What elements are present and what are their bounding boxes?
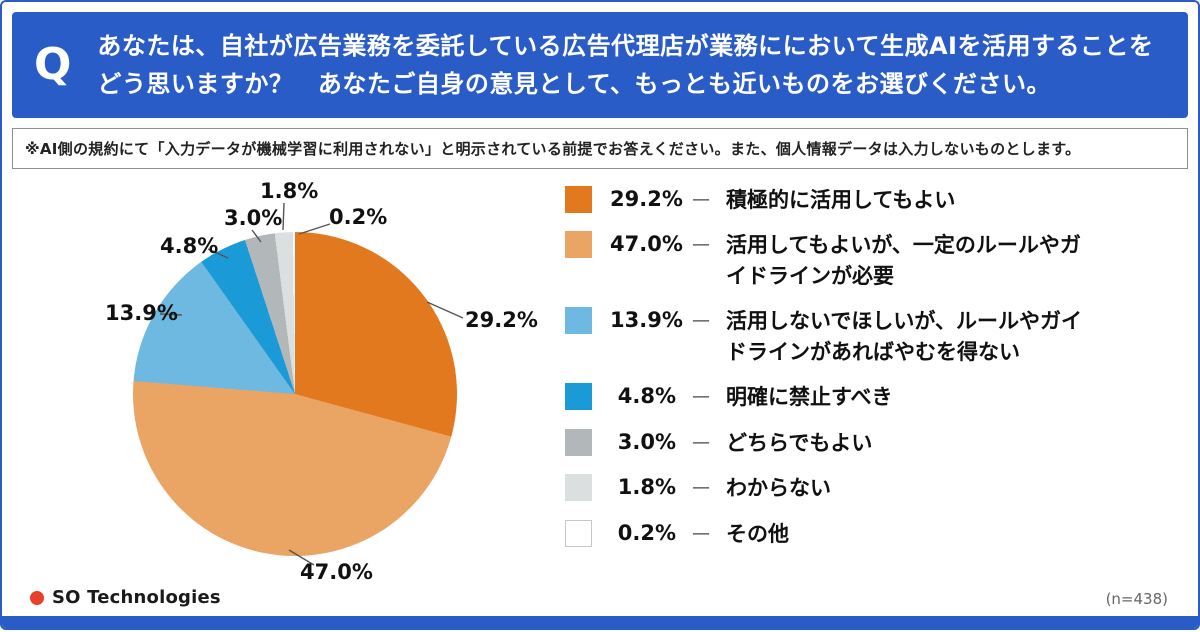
- pie-slice-label: 29.2%: [465, 308, 538, 332]
- legend-label: 明確に禁止すべき: [726, 385, 893, 410]
- pie-slice-label: 13.9%: [105, 301, 178, 325]
- disclaimer-note: ※AI側の規約にて「入力データが機械学習に利用されない」と明示されている前提でお…: [12, 128, 1188, 169]
- legend-row: 29.2% — 積極的に活用してもよい: [565, 185, 1175, 215]
- legend-swatch: [565, 519, 592, 547]
- legend-percent: 1.8%: [617, 475, 676, 500]
- legend-percent: 3.0%: [617, 429, 676, 454]
- leader-line: [282, 202, 285, 231]
- question-text: あなたは、自社が広告業務を委託している広告代理店が業務ににおいて生成AIを活用す…: [97, 31, 1154, 98]
- legend-row: 3.0% — どちらでもよい: [565, 428, 1175, 458]
- legend-dash: —: [692, 189, 710, 210]
- pie-slice-label: 0.2%: [329, 205, 388, 229]
- question-icon: Q: [34, 39, 72, 90]
- brand-name: SO Technologies: [52, 587, 221, 608]
- pie-chart: [133, 232, 457, 556]
- legend-label: その他: [726, 521, 789, 546]
- question-header: Q あなたは、自社が広告業務を委託している広告代理店が業務ににおいて生成AIを活…: [12, 12, 1188, 118]
- legend-dash: —: [692, 234, 710, 256]
- legend-swatch: [565, 383, 592, 411]
- brand-logo: SO Technologies: [30, 587, 221, 608]
- pie-slice-label: 47.0%: [300, 560, 373, 584]
- legend-percent: 4.8%: [617, 384, 676, 409]
- legend-percent: 47.0%: [610, 232, 683, 257]
- legend-dash: —: [692, 522, 710, 544]
- legend-row: 13.9% — 活用しないでほしいが、ルールやガイドラインがあればやむを得ない: [565, 306, 1175, 367]
- legend-label: 積極的に活用してもよい: [726, 188, 956, 212]
- legend-swatch: [565, 231, 592, 259]
- bottom-accent-bar: [2, 616, 1198, 628]
- legend-row: 4.8% — 明確に禁止すべき: [565, 382, 1175, 412]
- pie-slice-label: 1.8%: [260, 179, 319, 203]
- legend-label: 活用してもよいが、一定のルールやガイドラインが必要: [726, 233, 1081, 288]
- legend-percent: 0.2%: [617, 520, 676, 545]
- legend-label: わからない: [726, 476, 831, 501]
- legend-dash: —: [692, 477, 710, 499]
- legend-dash: —: [692, 310, 710, 332]
- pie-slice-label: 4.8%: [160, 234, 219, 258]
- legend-label: 活用しないでほしいが、ルールやガイドラインがあればやむを得ない: [726, 309, 1082, 364]
- legend-percent: 29.2%: [610, 187, 683, 211]
- legend-row: 1.8% — わからない: [565, 473, 1175, 503]
- legend-swatch: [565, 186, 592, 213]
- legend-row: 0.2% — その他: [565, 519, 1175, 549]
- legend-percent: 13.9%: [610, 308, 683, 333]
- legend-row: 47.0% — 活用してもよいが、一定のルールやガイドラインが必要: [565, 230, 1175, 291]
- legend-swatch: [565, 428, 592, 456]
- chart-legend: 29.2% — 積極的に活用してもよい 47.0% — 活用してもよいが、一定の…: [565, 185, 1175, 549]
- legend-swatch: [565, 307, 592, 335]
- legend-swatch: [565, 474, 592, 502]
- pie-slice-label: 3.0%: [224, 206, 283, 230]
- legend-label: どちらでもよい: [726, 430, 873, 455]
- legend-dash: —: [692, 386, 710, 408]
- brand-dot-icon: [30, 590, 44, 605]
- legend-dash: —: [692, 431, 710, 453]
- sample-size: (n=438): [1105, 590, 1168, 608]
